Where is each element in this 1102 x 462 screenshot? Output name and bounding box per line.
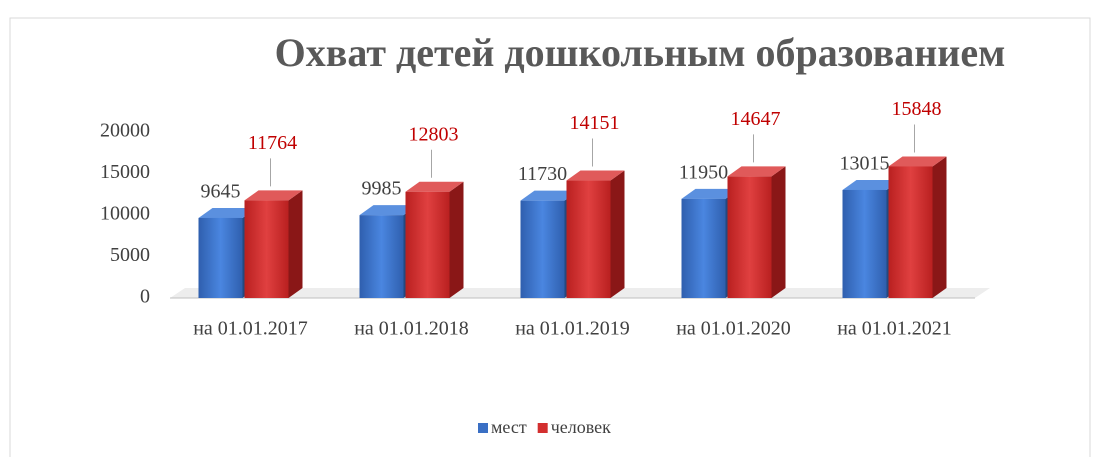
legend-swatch	[537, 423, 548, 433]
bar	[888, 166, 933, 298]
data-label: 11730	[518, 163, 567, 185]
legend-label: человек	[551, 417, 611, 437]
bar-side	[932, 156, 947, 298]
x-tick-label: на 01.01.2018	[354, 318, 469, 340]
bar-side	[610, 170, 625, 298]
y-tick-label: 10000	[100, 203, 150, 225]
data-label: 14647	[731, 108, 781, 130]
bar-top	[681, 188, 740, 199]
bar-top	[566, 170, 625, 181]
bar	[198, 217, 243, 298]
bar	[727, 176, 772, 298]
data-label: 9985	[362, 178, 402, 200]
y-tick-label: 15000	[100, 161, 150, 183]
legend-swatch	[478, 423, 488, 433]
bar	[359, 215, 404, 298]
bar-top	[359, 205, 418, 216]
bar	[681, 198, 726, 298]
x-tick-label: на 01.01.2019	[515, 318, 630, 340]
x-tick-label: на 01.01.2021	[837, 318, 952, 340]
bar-top	[405, 181, 464, 192]
bar-top	[888, 156, 947, 167]
bar-top	[520, 190, 579, 201]
data-label: 11950	[679, 161, 728, 183]
bar	[566, 180, 611, 298]
bar	[405, 191, 450, 298]
bar-side	[449, 181, 464, 298]
chart-title: Охват детей дошкольным образованием	[275, 30, 1006, 75]
bar	[244, 200, 289, 298]
data-label: 13015	[840, 153, 890, 175]
bar-side	[288, 190, 303, 298]
bar-top	[198, 207, 257, 218]
y-tick-label: 0	[140, 286, 150, 308]
data-label: 14151	[570, 112, 620, 134]
data-label: 12803	[409, 123, 459, 145]
data-label: 11764	[248, 132, 297, 154]
data-label: 9645	[201, 181, 241, 203]
data-label: 15848	[892, 98, 942, 120]
y-tick-label: 20000	[100, 120, 150, 142]
bar-top	[244, 190, 303, 201]
legend-label: мест	[491, 417, 527, 437]
bar-top	[727, 166, 786, 177]
y-tick-label: 5000	[110, 244, 150, 266]
bar-top	[842, 179, 901, 190]
x-tick-label: на 01.01.2020	[676, 318, 791, 340]
bar-side	[771, 166, 786, 298]
bar	[520, 200, 565, 298]
bar	[842, 189, 887, 298]
x-tick-label: на 01.01.2017	[193, 318, 308, 340]
